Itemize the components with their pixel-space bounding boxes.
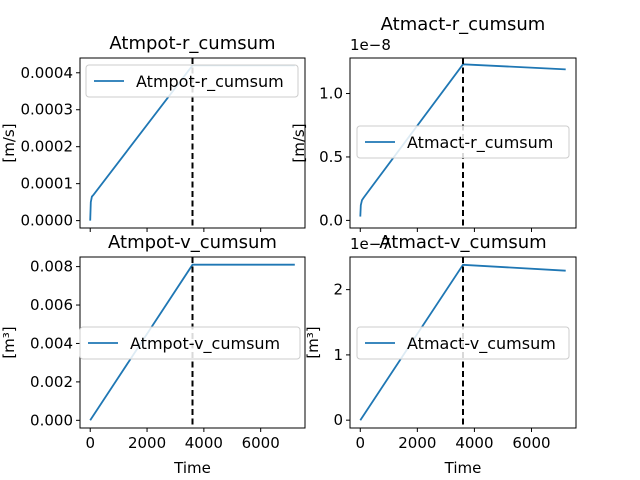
y-tick-label: 0.004 [30,334,73,352]
legend: Atmpot-r_cumsum [85,64,299,98]
y-tick-label: 0.006 [30,296,73,314]
legend-label: Atmact-v_cumsum [407,334,556,354]
y-tick-label: 2 [333,281,343,299]
axes-frame [349,57,577,229]
y-tick-label: 0.0003 [21,101,74,119]
y-tick-label: 0 [333,411,343,429]
legend: Atmact-v_cumsum [356,326,570,360]
x-tick-label: 4000 [185,434,223,452]
y-tick-label: 0.0 [319,211,343,229]
subplot-title: Atmpot-r_cumsum [109,33,275,54]
y-tick-label: 0.0001 [21,175,74,193]
legend-box [356,326,570,360]
x-tick-label: 0 [355,434,365,452]
subplot-3: 0 2000 4000 6000 0.000 0.002 0.004 0.006 0.008 At… [0,232,306,477]
legend-box [356,125,570,159]
y-axis-label: [m³] [304,326,322,358]
axes-frame [79,57,306,229]
x-tick-label: 6000 [512,434,550,452]
x-tick-label: 2000 [128,434,166,452]
y-tick-label: 0.000 [30,411,73,429]
x-tick-label: 0 [85,434,95,452]
x-tick-label: 6000 [242,434,280,452]
y-axis-label: [m/s] [290,123,308,162]
y-tick-label: 0.5 [319,148,343,166]
x-axis-label: Time [444,459,482,477]
subplot-1: 0.0000 0.0001 0.0002 0.0003 0.0004 Atmpot-r_c… [0,33,306,232]
x-tick-label: 2000 [398,434,436,452]
x-tick-label: 4000 [455,434,493,452]
subplot-title: Atmact-v_cumsum [379,232,546,253]
y-axis-label: [m³] [0,326,18,358]
x-axis-label: Time [173,459,211,477]
legend-box [79,326,301,360]
series-line [359,63,566,217]
legend: Atmpot-v_cumsum [79,326,301,360]
subplot-4: 0 2000 4000 6000012Atmact-v_cumsum1e−7[m³]T… [304,232,577,477]
y-tick-label: 0.008 [30,258,73,276]
legend-label: Atmpot-r_cumsum [136,72,284,92]
y-tick-label: 1.0 [319,85,343,103]
legend-label: Atmact-r_cumsum [407,133,553,153]
offset-text: 1e−7 [350,235,391,253]
axes-frame [349,256,577,429]
legend: Atmact-r_cumsum [356,125,570,159]
y-tick-label: 0.0002 [21,138,74,156]
subplot-title: Atmpot-v_cumsum [108,232,277,253]
y-tick-label: 0.0000 [21,212,74,230]
subplot-title: Atmact-r_cumsum [381,14,546,35]
legend-box [85,64,299,98]
series-line [359,263,566,421]
y-tick-label: 0.002 [30,373,73,391]
y-tick-label: 0.0004 [21,64,74,82]
legend-label: Atmpot-v_cumsum [130,334,280,354]
y-tick-label: 1 [333,346,343,364]
offset-text: 1e−8 [350,36,391,54]
y-axis-label: [m/s] [0,123,18,162]
